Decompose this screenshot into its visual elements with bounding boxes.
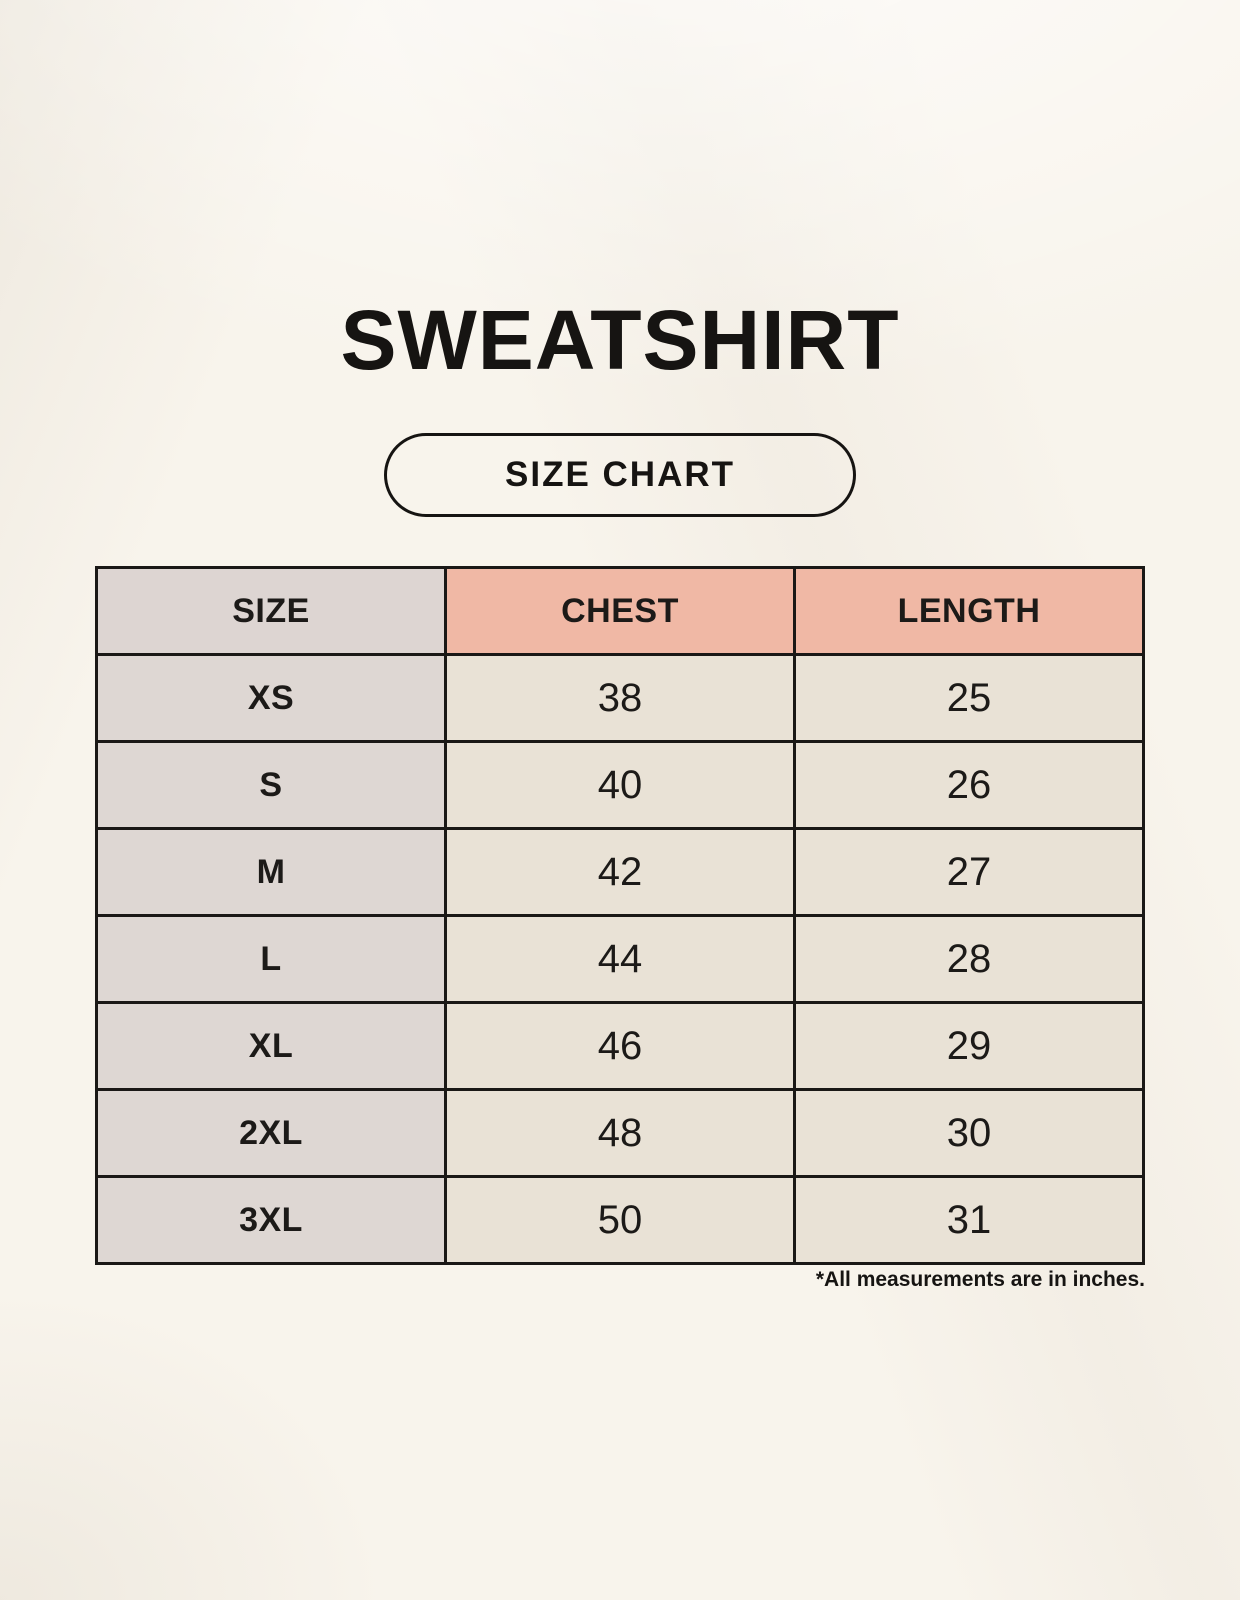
size-label: 2XL	[95, 1088, 447, 1178]
size-chart-badge: SIZE CHART	[384, 433, 856, 517]
size-label: M	[95, 827, 447, 917]
size-chart-badge-label: SIZE CHART	[505, 455, 735, 494]
table-header-row: SIZE CHEST LENGTH	[95, 566, 1145, 656]
size-label: 3XL	[95, 1175, 447, 1265]
chest-value: 44	[444, 914, 796, 1004]
measurements-footnote: *All measurements are in inches.	[815, 1268, 1145, 1291]
table-row: 2XL 48 30	[95, 1088, 1145, 1178]
chest-value: 50	[444, 1175, 796, 1265]
size-table: SIZE CHEST LENGTH XS 38 25 S 40 26 M 42 …	[95, 566, 1145, 1265]
size-label: XS	[95, 653, 447, 743]
table-row: M 42 27	[95, 827, 1145, 917]
chest-value: 38	[444, 653, 796, 743]
length-value: 27	[793, 827, 1145, 917]
length-value: 31	[793, 1175, 1145, 1265]
size-label: S	[95, 740, 447, 830]
size-label: L	[95, 914, 447, 1004]
chest-value: 46	[444, 1001, 796, 1091]
column-header-length: LENGTH	[793, 566, 1145, 656]
length-value: 26	[793, 740, 1145, 830]
length-value: 30	[793, 1088, 1145, 1178]
column-header-chest: CHEST	[444, 566, 796, 656]
table-row: XL 46 29	[95, 1001, 1145, 1091]
table-row: L 44 28	[95, 914, 1145, 1004]
length-value: 29	[793, 1001, 1145, 1091]
page-title: SWEATSHIRT	[340, 293, 900, 387]
table-row: XS 38 25	[95, 653, 1145, 743]
size-label: XL	[95, 1001, 447, 1091]
table-row: S 40 26	[95, 740, 1145, 830]
chest-value: 48	[444, 1088, 796, 1178]
chest-value: 40	[444, 740, 796, 830]
column-header-size: SIZE	[95, 566, 447, 656]
length-value: 25	[793, 653, 1145, 743]
chest-value: 42	[444, 827, 796, 917]
table-row: 3XL 50 31	[95, 1175, 1145, 1265]
length-value: 28	[793, 914, 1145, 1004]
